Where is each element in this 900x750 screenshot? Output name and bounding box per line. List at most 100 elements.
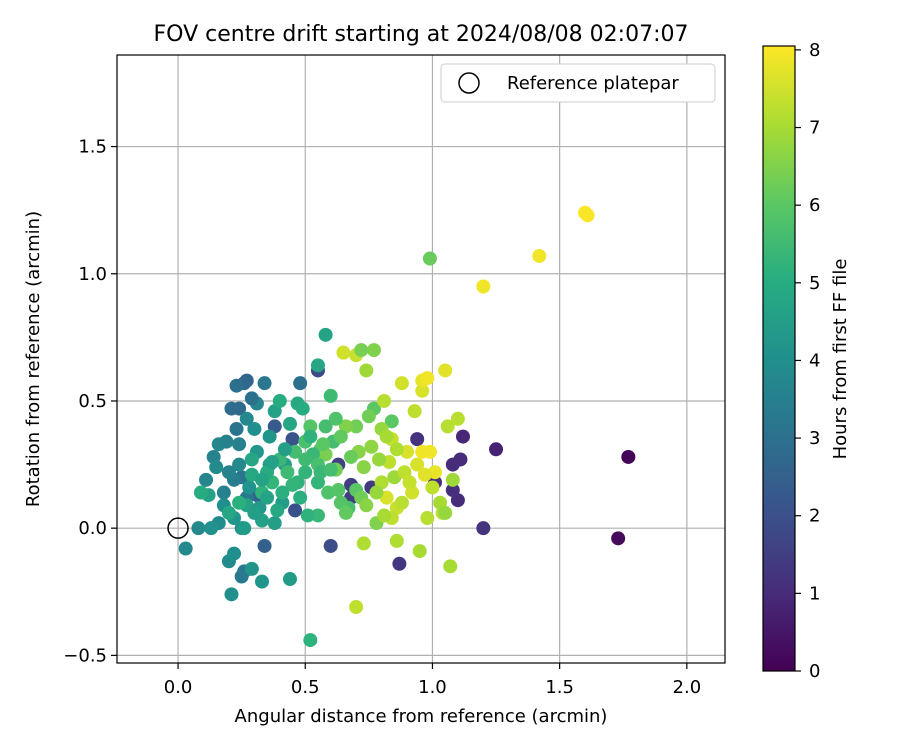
data-point [366,343,381,358]
colorbar-label: Hours from first FF file [830,259,851,460]
legend-box [440,63,716,103]
x-tick-label: 1.5 [545,677,574,698]
data-point [244,391,259,406]
data-point [402,475,417,490]
reference-point-marker [167,517,189,539]
data-point [318,419,333,434]
data-point [247,505,262,520]
colorbar-tick-label: 2 [809,506,820,527]
data-point [232,495,247,510]
data-point [369,485,384,500]
data-point [255,574,270,589]
data-point [178,541,193,556]
data-point [420,371,435,386]
data-point [282,416,297,431]
data-point [232,457,247,472]
data-point [392,556,407,571]
data-point [282,572,297,587]
data-point [323,388,338,403]
data-point [275,485,290,500]
data-point [412,544,427,559]
data-point [438,505,453,520]
data-point [331,483,346,498]
colorbar: 0 1 2 3 4 5 6 7 8 Hours from first FF file [762,40,851,682]
data-point [310,358,325,373]
data-point [221,505,236,520]
colorbar-tick-label: 0 [809,661,820,682]
data-point [199,472,214,487]
data-point [244,452,259,467]
data-point [445,457,460,472]
data-point [323,538,338,553]
data-point [359,363,374,378]
data-point [316,437,331,452]
colorbar-tick-label: 5 [809,273,820,294]
data-point [611,531,626,546]
data-point [191,521,206,536]
data-point [328,411,343,426]
data-point [295,401,310,416]
data-point [336,345,351,360]
data-point [420,510,435,525]
data-point [280,465,295,480]
data-point [262,429,277,444]
data-point [379,429,394,444]
data-point [394,376,409,391]
y-axis-label: Rotation from reference (arcmin) [23,211,44,507]
data-point [489,442,504,457]
data-point [532,248,547,263]
data-point [293,376,308,391]
y-tick-label: 0.5 [78,391,107,412]
data-point [204,521,219,536]
data-point [303,429,318,444]
data-point [377,393,392,408]
data-point [377,508,392,523]
data-point [389,442,404,457]
data-point [440,419,455,434]
data-point [272,393,287,408]
colorbar-ticks: 0 1 2 3 4 5 6 7 8 [795,40,820,682]
data-point [394,495,409,510]
data-point [476,279,491,294]
data-point [580,208,595,223]
data-point [344,449,359,464]
data-point [303,419,318,434]
data-point [221,465,236,480]
data-point [417,467,432,482]
data-point [242,480,257,495]
data-point [257,376,272,391]
legend: Reference platepar [440,63,716,103]
data-point [338,505,353,520]
data-point [310,508,325,523]
x-tick-label: 0.0 [164,677,193,698]
data-point [300,508,315,523]
data-point [285,477,300,492]
data-point [438,363,453,378]
y-tick-label: 1.0 [78,264,107,285]
data-point [237,521,252,536]
data-point [349,600,364,615]
data-point [293,490,308,505]
data-point [372,452,387,467]
data-point [270,503,285,518]
data-point [359,498,374,513]
data-point [260,490,275,505]
data-point [361,409,376,424]
data-point [193,485,208,500]
data-point [216,485,231,500]
data-point [257,538,272,553]
data-point [303,633,318,648]
data-point [455,429,470,444]
data-point [227,546,242,561]
colorbar-tick-label: 6 [809,195,820,216]
y-tick-label: 0.0 [78,518,107,539]
data-point [298,465,313,480]
data-point [219,434,234,449]
data-point [285,432,300,447]
chart-title: FOV centre drift starting at 2024/08/08 … [154,22,689,47]
data-point [255,472,270,487]
x-tick-label: 0.5 [291,677,320,698]
data-point [410,432,425,447]
legend-entry: Reference platepar [507,73,679,94]
